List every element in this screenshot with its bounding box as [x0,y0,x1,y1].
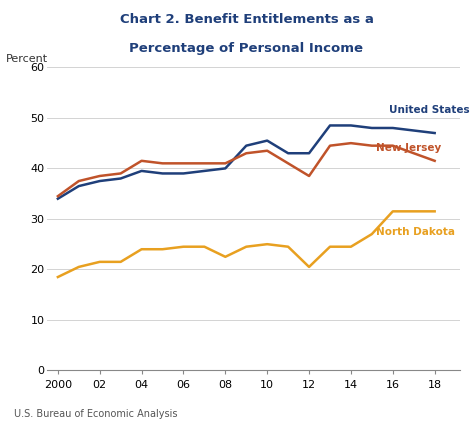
Text: U.S. Bureau of Economic Analysis: U.S. Bureau of Economic Analysis [14,409,178,419]
Text: New Jersey: New Jersey [376,143,441,153]
Text: Percent: Percent [6,54,48,64]
Text: United States: United States [389,105,469,115]
Text: North Dakota: North Dakota [376,226,455,237]
Text: Percentage of Personal Income: Percentage of Personal Income [129,42,364,55]
Text: Chart 2. Benefit Entitlements as a: Chart 2. Benefit Entitlements as a [119,13,374,26]
